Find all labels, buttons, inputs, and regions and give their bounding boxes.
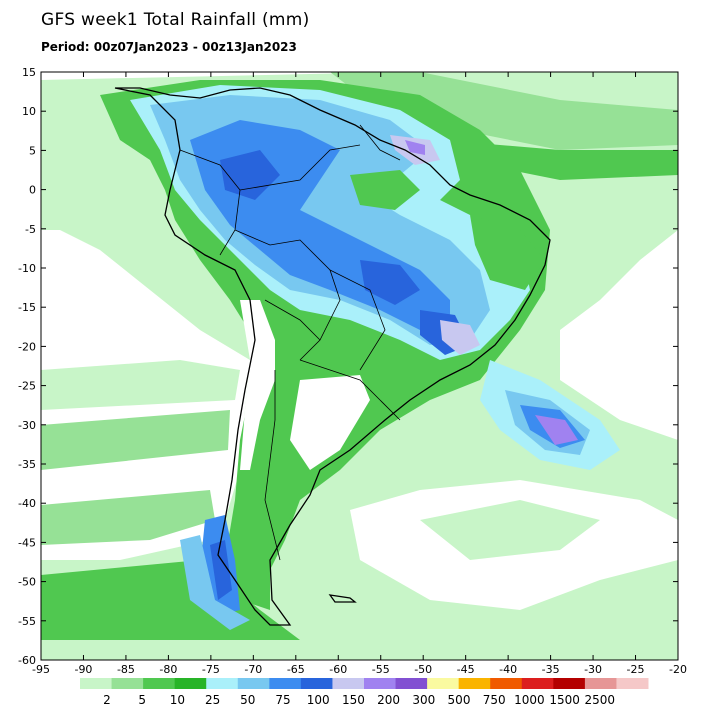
lon-tick-label: -80	[159, 663, 177, 676]
lat-tick-label: 5	[29, 144, 36, 157]
lon-tick-label: -95	[32, 663, 50, 676]
lat-tick-label: -45	[18, 536, 36, 549]
lat-tick-label: 15	[22, 66, 36, 79]
colorbar-label: 25	[205, 693, 220, 707]
map-title: GFS week1 Total Rainfall (mm)	[41, 10, 310, 30]
lon-tick-label: -25	[627, 663, 645, 676]
colorbar-swatch	[332, 678, 365, 689]
lon-tick-label: -20	[669, 663, 687, 676]
colorbar-swatch	[395, 678, 428, 689]
longitude-axis: -95 -90 -85 -80 -75 -70 -65 -60 -55 -50 -45 -40 -35 -…	[32, 72, 687, 676]
colorbar-label: 750	[483, 693, 506, 707]
country-borders	[179, 124, 401, 561]
lon-tick-label: -70	[244, 663, 262, 676]
lat-tick-label: -50	[18, 576, 36, 589]
colorbar-label: 100	[307, 693, 330, 707]
lat-tick-label: -10	[18, 262, 36, 275]
colorbar-label: 1000	[514, 693, 545, 707]
lon-tick-label: -85	[117, 663, 135, 676]
latitude-axis: 15 10 5 0 -5 -10 -15 -20 -25 -30 -35 -40 -45 -50 -55 -6…	[18, 66, 678, 667]
colorbar-label: 75	[275, 693, 290, 707]
rainfall-field	[41, 72, 678, 660]
lat-tick-label: -35	[18, 458, 36, 471]
colorbar-swatch	[143, 678, 176, 689]
colorbar-swatch	[364, 678, 397, 689]
lat-tick-label: -15	[18, 301, 36, 314]
lat-tick-label: -30	[18, 419, 36, 432]
lat-tick-label: 10	[22, 105, 36, 118]
coastline	[114, 87, 551, 626]
lat-tick-label: -60	[18, 654, 36, 667]
colorbar-swatch	[237, 678, 270, 689]
colorbar-label: 200	[377, 693, 400, 707]
colorbar-swatch	[616, 678, 649, 689]
lat-tick-label: -20	[18, 340, 36, 353]
colorbar-label: 150	[342, 693, 365, 707]
lon-tick-label: -60	[329, 663, 347, 676]
lon-tick-label: -65	[287, 663, 305, 676]
colorbar-swatch	[111, 678, 144, 689]
colorbar-swatch	[490, 678, 523, 689]
colorbar-swatch	[427, 678, 460, 689]
colorbar-swatch	[521, 678, 554, 689]
colorbar-label: 5	[138, 693, 146, 707]
colorbar-swatch	[269, 678, 302, 689]
lon-tick-label: -30	[584, 663, 602, 676]
lon-tick-label: -75	[202, 663, 220, 676]
lon-tick-label: -35	[542, 663, 560, 676]
colorbar-swatch	[206, 678, 239, 689]
lon-tick-label: -40	[499, 663, 517, 676]
colorbar-swatch	[300, 678, 333, 689]
lat-tick-label: -25	[18, 380, 36, 393]
lon-tick-label: -55	[372, 663, 390, 676]
lat-tick-label: -5	[25, 223, 36, 236]
period-subtitle: Period: 00z07Jan2023 - 00z13Jan2023	[41, 40, 297, 54]
lat-tick-label: 0	[29, 184, 36, 197]
colorbar-label: 300	[412, 693, 435, 707]
lat-tick-label: -55	[18, 615, 36, 628]
colorbar: 2 5 10 25 50 75 100 150 200 300 500 750 1000 1500 2500	[80, 678, 649, 707]
colorbar-swatch	[584, 678, 617, 689]
colorbar-label: 500	[448, 693, 471, 707]
colorbar-swatch	[80, 678, 113, 689]
colorbar-label: 10	[170, 693, 185, 707]
lat-tick-label: -40	[18, 497, 36, 510]
colorbar-label: 2500	[585, 693, 616, 707]
colorbar-label: 2	[103, 693, 111, 707]
lon-tick-label: -50	[414, 663, 432, 676]
colorbar-label: 1500	[549, 693, 580, 707]
plot-frame	[40, 71, 679, 661]
colorbar-swatch	[553, 678, 586, 689]
colorbar-label: 50	[240, 693, 255, 707]
lon-tick-label: -90	[74, 663, 92, 676]
colorbar-swatch	[458, 678, 491, 689]
colorbar-swatch	[174, 678, 207, 689]
lon-tick-label: -45	[457, 663, 475, 676]
